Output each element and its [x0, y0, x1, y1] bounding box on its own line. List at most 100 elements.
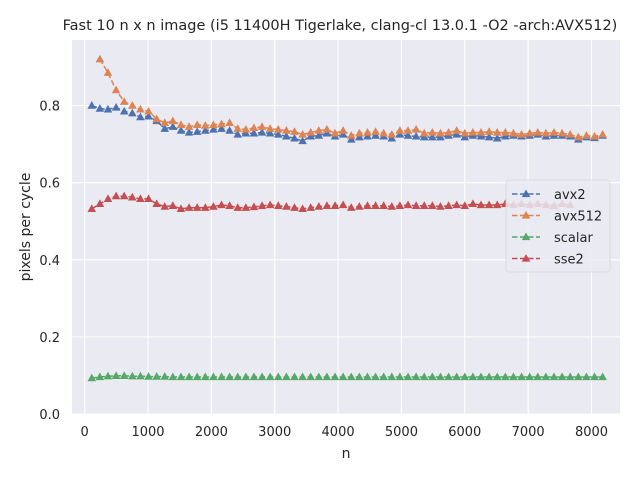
data-point-avx2 [201, 126, 210, 134]
data-point-avx512 [346, 131, 356, 139]
series-line-avx2 [91, 104, 603, 142]
data-point-scalar [533, 372, 543, 381]
data-point-avx2 [428, 132, 437, 141]
data-point-avx512 [355, 128, 364, 137]
data-point-scalar [111, 371, 121, 379]
data-point-avx512 [144, 106, 153, 115]
data-point-avx2 [395, 129, 405, 138]
data-point-avx512 [452, 126, 461, 134]
data-point-avx512 [395, 126, 405, 134]
data-point-scalar [411, 372, 421, 381]
data-point-scalar [282, 372, 291, 381]
x-tick-label: 5000 [385, 425, 418, 440]
data-point-scalar [265, 372, 275, 381]
data-point-scalar [460, 372, 470, 381]
x-tick-label: 8000 [575, 425, 608, 440]
legend-marker [521, 254, 531, 262]
data-point-avx512 [468, 128, 478, 136]
data-point-avx512 [598, 129, 607, 138]
y-tick-label: 0.2 [39, 331, 60, 346]
data-point-avx2 [314, 131, 324, 139]
data-point-avx512 [265, 124, 275, 132]
data-point-avx2 [338, 129, 348, 138]
legend-marker [521, 211, 531, 219]
tick-labels: 0 1000 2000 3000 4000 5000 6000 7000 8000 0.0 0.2 0… [39, 100, 608, 440]
data-point-scalar [201, 372, 210, 381]
data-point-sse2 [419, 201, 429, 209]
data-point-avx512 [128, 101, 137, 109]
series-line-scalar [91, 375, 603, 379]
data-point-avx512 [282, 126, 291, 134]
data-point-scalar [476, 372, 486, 381]
data-point-scalar [322, 372, 332, 381]
data-point-scalar [557, 372, 567, 381]
data-point-scalar [582, 372, 591, 381]
data-point-scalar [436, 372, 445, 381]
data-point-sse2 [209, 202, 218, 210]
series-avx512 [95, 54, 607, 141]
data-point-avx512 [492, 128, 502, 136]
data-point-sse2 [355, 202, 364, 210]
data-point-sse2 [330, 201, 340, 209]
series-layer [87, 54, 607, 382]
data-point-scalar [306, 372, 315, 381]
data-point-avx512 [225, 118, 234, 127]
data-point-avx512 [111, 85, 121, 94]
data-point-avx2 [306, 131, 315, 140]
data-point-avx512 [241, 124, 251, 133]
data-point-scalar [598, 372, 607, 381]
data-point-avx512 [184, 122, 194, 130]
data-point-avx2 [225, 126, 234, 134]
data-point-avx2 [103, 104, 113, 113]
data-point-scalar [371, 372, 380, 381]
legend-label: avx2 [554, 188, 586, 203]
data-point-avx2 [233, 129, 243, 138]
legend-marker [521, 232, 531, 241]
data-point-scalar [565, 372, 575, 381]
data-point-scalar [152, 372, 161, 380]
data-point-avx512 [549, 128, 559, 136]
data-point-scalar [95, 372, 105, 381]
chart-title: Fast 10 n x n image (i5 11400H Tigerlake… [63, 18, 618, 34]
data-point-avx2 [298, 136, 307, 145]
data-point-scalar [387, 372, 397, 381]
data-point-sse2 [322, 201, 332, 209]
data-point-avx2 [411, 131, 421, 140]
data-point-avx2 [282, 131, 291, 140]
data-point-avx2 [476, 131, 486, 140]
data-point-avx512 [249, 123, 259, 132]
data-point-sse2 [217, 200, 226, 209]
x-axis-label: n [342, 446, 351, 462]
data-point-scalar [144, 372, 153, 380]
data-point-sse2 [274, 201, 283, 209]
series-scalar [87, 371, 607, 382]
data-point-scalar [484, 372, 494, 381]
data-point-avx2 [249, 128, 259, 137]
data-point-sse2 [249, 202, 259, 211]
data-point-scalar [541, 372, 551, 381]
data-point-avx512 [403, 126, 413, 134]
data-point-scalar [136, 371, 145, 380]
data-point-scalar [428, 372, 437, 381]
data-point-avx512 [160, 118, 170, 127]
data-point-avx512 [176, 120, 186, 128]
data-point-scalar [119, 371, 129, 379]
legend-item-avx512: avx512 [512, 210, 602, 225]
data-point-avx512 [314, 126, 324, 134]
data-point-sse2 [111, 191, 121, 200]
data-point-sse2 [411, 201, 421, 209]
data-point-sse2 [95, 199, 105, 208]
data-point-sse2 [476, 200, 486, 209]
data-point-scalar [468, 372, 478, 381]
data-point-avx512 [119, 97, 129, 105]
data-point-scalar [363, 372, 372, 381]
data-point-scalar [501, 372, 510, 381]
data-point-avx2 [128, 108, 137, 117]
data-point-scalar [274, 372, 283, 381]
series-sse2 [87, 191, 575, 213]
data-point-scalar [168, 372, 178, 381]
data-point-scalar [249, 372, 259, 381]
data-point-scalar [509, 372, 518, 381]
data-point-avx2 [290, 133, 299, 142]
data-point-avx512 [484, 127, 494, 135]
